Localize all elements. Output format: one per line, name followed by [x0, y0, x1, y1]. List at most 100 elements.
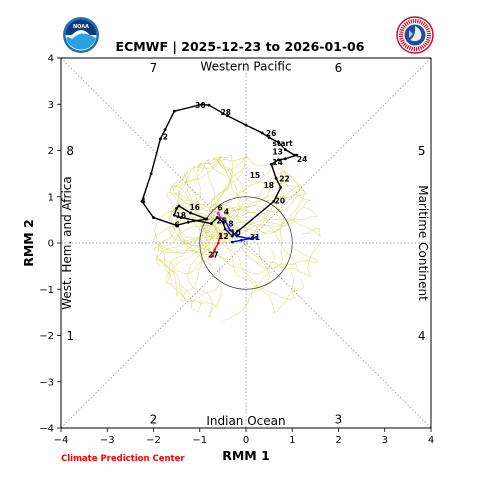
y-tick-label: −4 [39, 424, 54, 435]
x-tick-label: −2 [146, 435, 161, 446]
ensemble-member-line [178, 166, 246, 247]
ensemble-member-line [198, 204, 239, 260]
forecast-mean-point [247, 237, 250, 240]
y-axis-label: RMM 2 [21, 219, 36, 267]
phase-number: 3 [335, 412, 343, 426]
y-tick-label: 4 [48, 54, 54, 65]
phase-number: 5 [418, 144, 426, 158]
observed-point [215, 216, 219, 219]
forecast-mean-point [230, 240, 234, 244]
ensemble-member-line [211, 205, 318, 225]
forecast-date-label: 8 [228, 220, 233, 229]
forecast-date-label: 27 [208, 251, 218, 260]
observed-date-label: 2 [163, 133, 168, 142]
ensemble-member-line [165, 226, 231, 309]
ensemble-member-line [223, 167, 307, 238]
forecast-mean-point [213, 248, 216, 252]
observed-point [267, 136, 271, 139]
observed-point [140, 199, 144, 203]
observed-date-label: 18 [176, 211, 186, 220]
observed-date-label: 30 [195, 101, 205, 110]
plot-frame [60, 57, 432, 429]
x-axis-label: RMM 1 [222, 448, 270, 463]
ensemble-member-line [224, 176, 311, 231]
nws-logo [396, 16, 434, 54]
x-tick-label: 4 [428, 435, 434, 446]
observed-date-label: 15 [250, 171, 260, 180]
observed-date-label: 26 [266, 129, 276, 138]
ensemble-member-line [219, 218, 296, 301]
observed-point [226, 114, 229, 118]
observed-point [270, 162, 273, 166]
y-tick-label: −3 [39, 377, 54, 388]
observed-date-label: 28 [221, 108, 231, 117]
observed-point [276, 140, 280, 144]
region-labels: Western Pacific Indian Ocean West. Hem. an… [60, 59, 430, 427]
ensemble-member-line [155, 224, 216, 281]
forecast-mean-point [223, 219, 227, 223]
x-tick-label: 1 [289, 435, 295, 446]
observed-date-label: 13 [272, 147, 282, 156]
ensemble-member-line [213, 217, 284, 299]
noaa-logo-text: NOAA [73, 24, 89, 30]
ensemble-member-line [181, 237, 222, 303]
forecast-date-label: 31 [250, 233, 260, 242]
y-tick-label: −1 [39, 285, 54, 296]
observed-point [283, 157, 287, 161]
observed-point [260, 131, 264, 135]
forecast-mean-point [216, 211, 220, 215]
observed-point [223, 227, 227, 231]
observed-point [221, 220, 225, 224]
x-tick-label: −1 [192, 435, 207, 446]
observed-point [200, 102, 204, 106]
y-tick-label: 2 [48, 146, 54, 157]
phase-number: 4 [418, 329, 426, 343]
forecast-mean-point [211, 254, 214, 258]
forecast-date-label: 6 [217, 203, 222, 212]
observed-point [244, 123, 248, 127]
ensemble-member-line [206, 172, 294, 238]
observed-point [175, 206, 179, 210]
observed-date-label: 18 [264, 181, 274, 190]
phase-number: 8 [66, 144, 74, 158]
noaa-logo: NOAA [62, 16, 100, 54]
forecast-mean-point [219, 232, 222, 236]
forecast-mean-point [228, 228, 232, 232]
y-tick-label: 3 [48, 100, 54, 111]
unit-circle [199, 196, 293, 290]
observed-point [272, 199, 276, 203]
observed-point [207, 103, 211, 107]
observed-point [172, 213, 176, 217]
ensemble-member-line [211, 155, 252, 221]
observed-point [276, 158, 280, 162]
forecast-mean-point [219, 216, 222, 219]
phase-number: 2 [150, 412, 158, 426]
observed-date-label: 14 [272, 158, 282, 167]
region-label-top: Western Pacific [200, 59, 291, 73]
region-label-bottom: Indian Ocean [206, 414, 285, 428]
observed-point [293, 153, 296, 157]
observed-date-label: start [272, 139, 293, 148]
forecast-mean-point [254, 236, 258, 239]
observed-point [209, 222, 213, 225]
forecast-mean-point [240, 238, 243, 242]
ensemble-member-line [187, 227, 222, 318]
observed-point [295, 153, 299, 157]
observed-date-label: 20 [275, 196, 285, 205]
observed-point [163, 128, 167, 132]
observed-point [230, 234, 234, 238]
x-tick-label: −4 [54, 435, 69, 446]
observed-point [149, 172, 153, 176]
region-label-right: Maritime Continent [416, 185, 430, 301]
observed-point [159, 137, 162, 141]
forecast-date-label: 25 [216, 216, 226, 225]
page-title: ECMWF | 2025-12-23 to 2026-01-06 [115, 39, 365, 54]
observed-point [205, 217, 209, 221]
forecast-mean-point [235, 234, 239, 238]
credit-text: Climate Prediction Center [61, 454, 185, 464]
observed-point [279, 186, 283, 189]
observed-point [186, 220, 190, 224]
